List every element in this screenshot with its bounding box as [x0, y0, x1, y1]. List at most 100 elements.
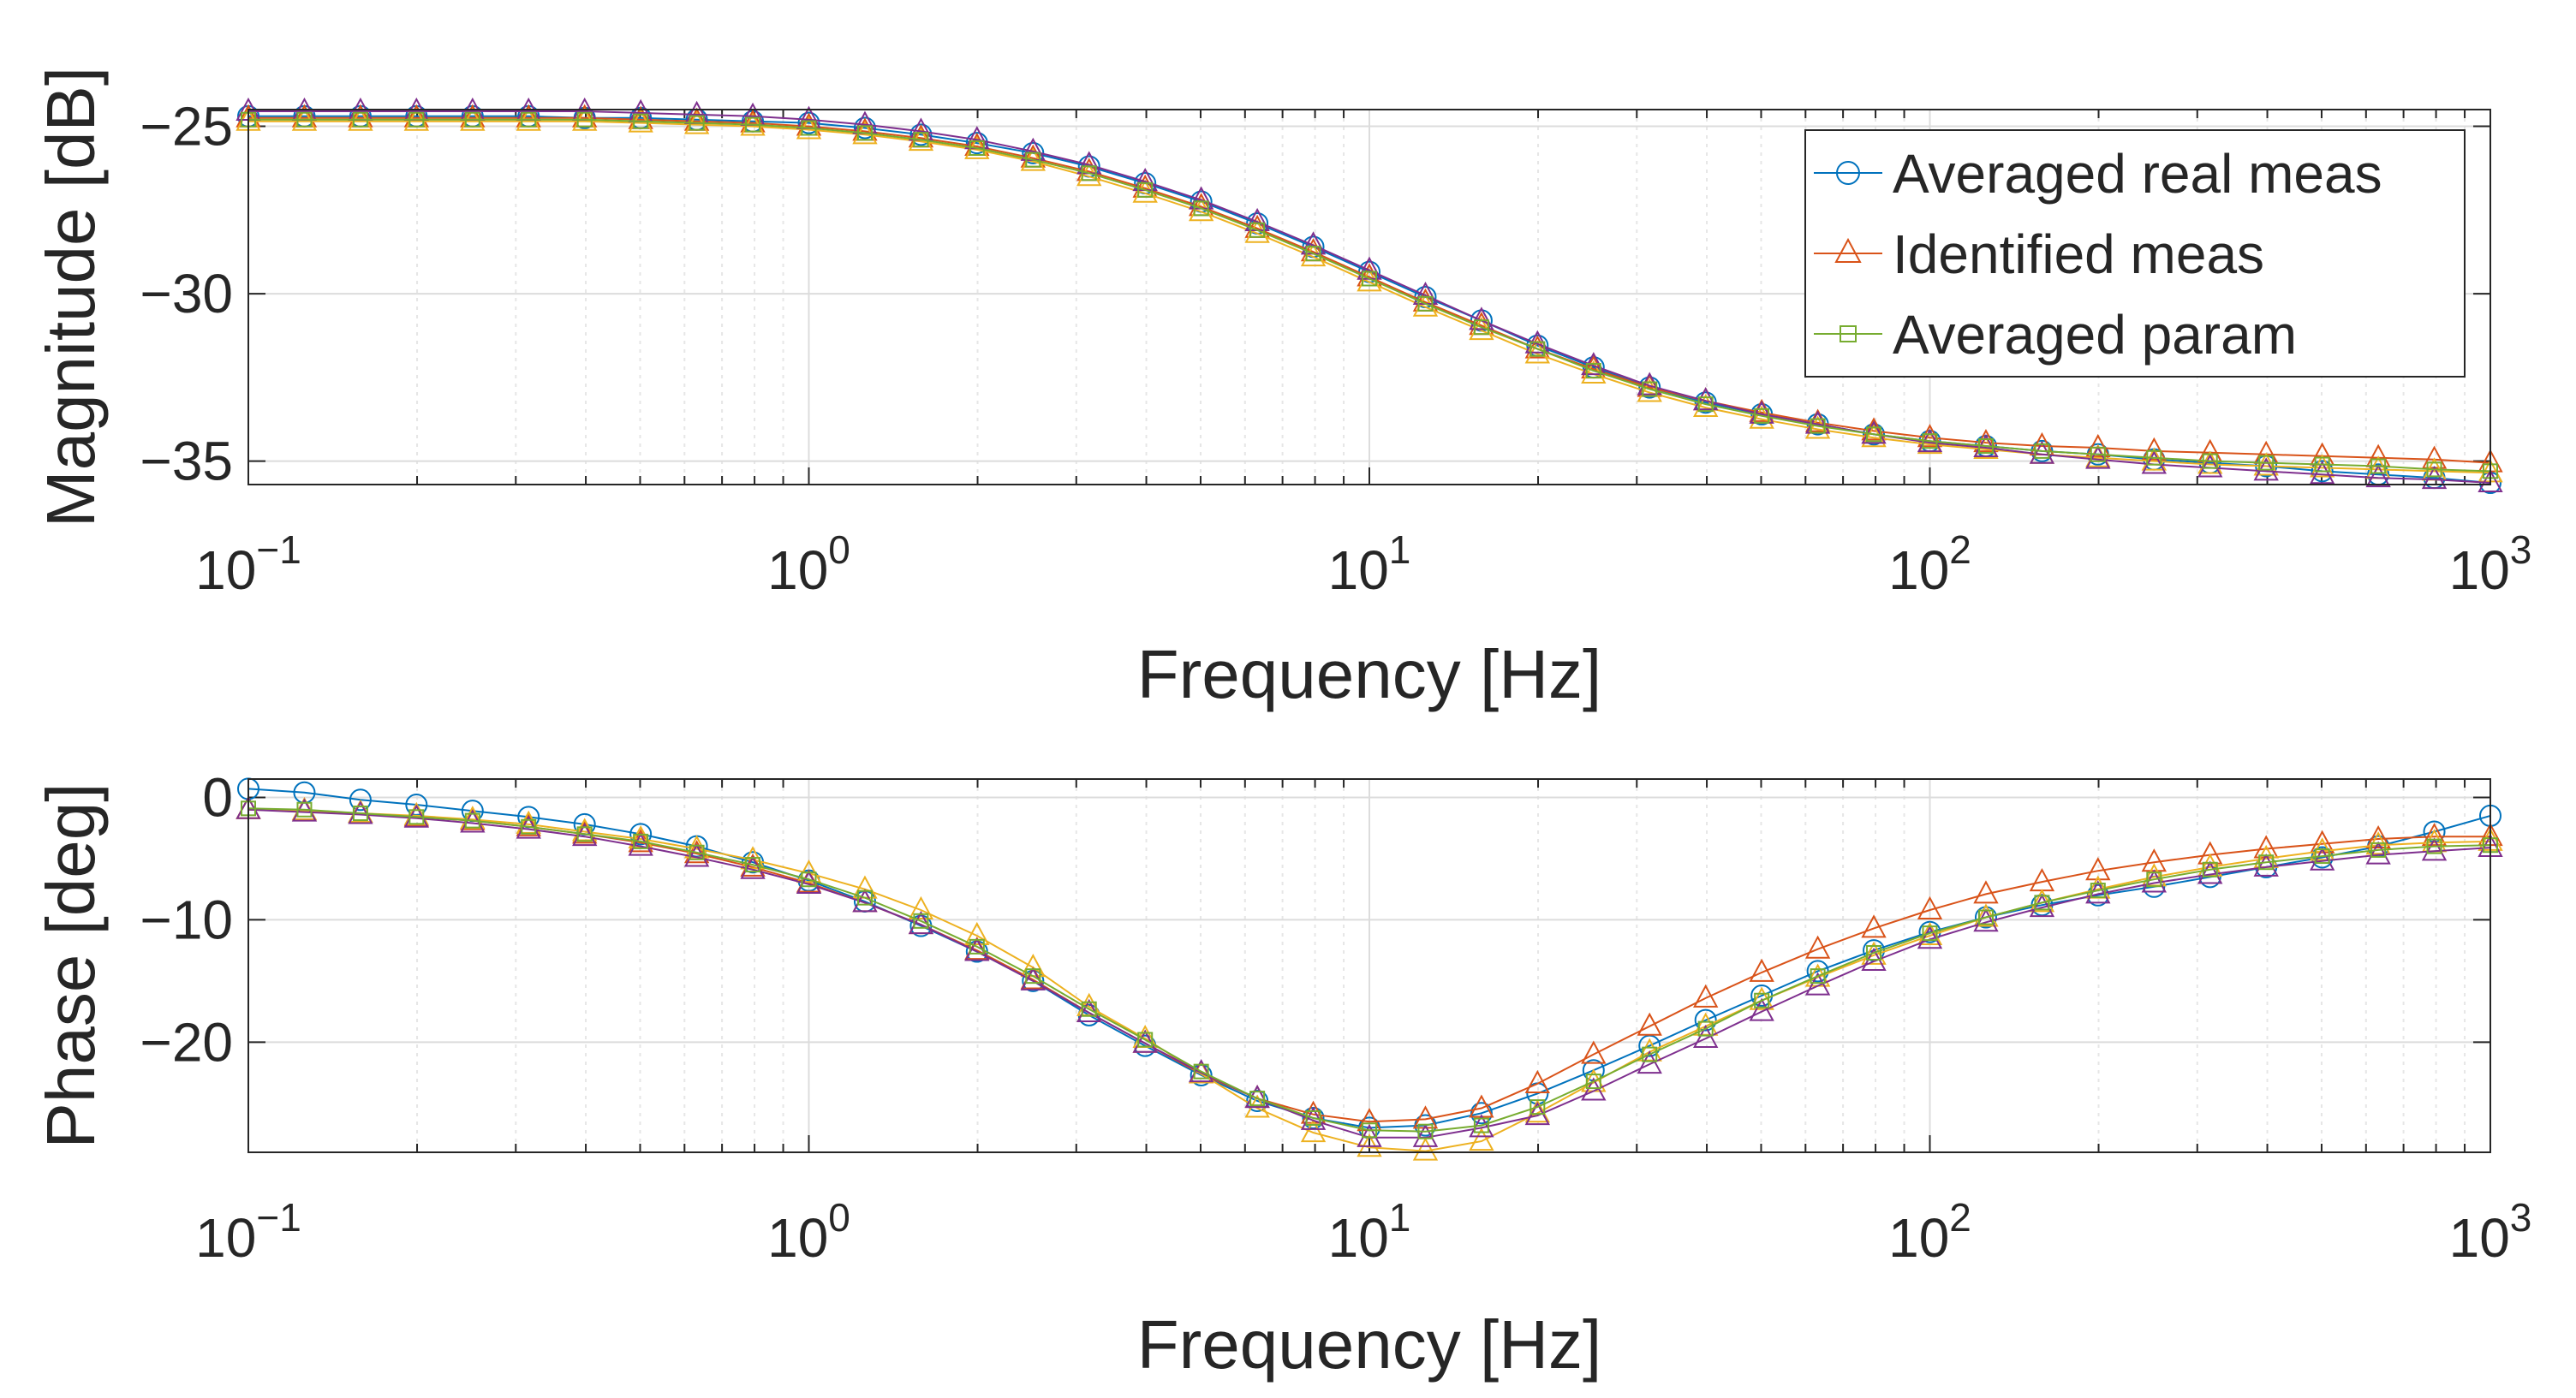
- data-point: [1305, 1109, 1321, 1126]
- x-tick-label: 100: [767, 1195, 850, 1269]
- x-tick-label: 101: [1328, 1195, 1411, 1269]
- data-point: [2197, 860, 2223, 884]
- data-point: [1249, 222, 1266, 238]
- data-point: [1917, 925, 1943, 949]
- data-point: [2141, 437, 2167, 461]
- data-point: [908, 895, 934, 919]
- axes-box: [247, 778, 2491, 1153]
- data-point: [745, 116, 761, 133]
- data-point: [1754, 408, 1770, 424]
- data-point: [1025, 152, 1041, 168]
- legend-entry: Identified meas: [1814, 223, 2264, 285]
- data-point: [1693, 984, 1719, 1008]
- data-point: [2202, 453, 2218, 469]
- data-point: [633, 113, 649, 129]
- data-point: [1697, 396, 1714, 413]
- data-point: [521, 111, 537, 128]
- data-point: [2421, 466, 2448, 490]
- series-green: [241, 111, 2498, 479]
- data-point: [796, 870, 822, 894]
- data-point: [2365, 841, 2391, 865]
- data-point: [745, 857, 761, 873]
- data-point: [1642, 1046, 1658, 1062]
- data-point: [1861, 417, 1887, 441]
- legend-marker-square: [1840, 325, 1857, 342]
- data-point: [464, 111, 480, 128]
- data-point: [2197, 454, 2223, 478]
- phase-plot: 10−1 100 101 102 103 −20 −10 0 Frequency [Hz] Pha…: [33, 766, 2531, 1383]
- data-point: [1300, 1100, 1327, 1124]
- data-point: [1300, 1119, 1327, 1143]
- legend-label: Averaged real meas: [1893, 143, 2382, 205]
- series-line: [248, 116, 2491, 464]
- data-point: [1804, 935, 1831, 959]
- y-tick-label: −20: [140, 1011, 233, 1073]
- data-point: [1530, 341, 1546, 357]
- data-point: [1749, 997, 1774, 1021]
- data-point: [2090, 883, 2106, 899]
- data-point: [1697, 1020, 1714, 1037]
- data-point: [913, 913, 929, 929]
- data-point: [2253, 853, 2279, 877]
- data-point: [633, 833, 649, 849]
- data-point: [1810, 418, 1826, 434]
- data-point: [2146, 872, 2162, 888]
- data-point: [2426, 461, 2442, 478]
- data-point: [964, 921, 990, 945]
- data-point: [1810, 968, 1826, 985]
- legend-box: [1804, 129, 2466, 378]
- y-axis-label: Magnitude [dB]: [33, 67, 109, 527]
- series-line: [248, 118, 2491, 473]
- data-point: [1637, 372, 1662, 396]
- x-axis-label: Frequency [Hz]: [1137, 1306, 1601, 1383]
- data-point: [296, 111, 313, 128]
- data-point: [796, 859, 822, 883]
- x-tick-label: 103: [2449, 1195, 2532, 1269]
- data-point: [1076, 998, 1102, 1023]
- data-point: [1861, 941, 1887, 965]
- data-point: [1081, 1001, 1097, 1017]
- series-line: [248, 120, 2491, 474]
- data-point: [1469, 1127, 1494, 1151]
- data-point: [2426, 838, 2442, 854]
- legend-label: Identified meas: [1893, 223, 2264, 285]
- data-point: [629, 823, 653, 846]
- data-point: [1973, 880, 1999, 904]
- data-point: [969, 938, 985, 955]
- legend: Averaged real meas Identified meas Avera…: [1804, 129, 2466, 378]
- data-point: [1417, 1123, 1434, 1139]
- data-point: [1973, 908, 1999, 932]
- data-point: [521, 818, 537, 835]
- series-line: [247, 788, 2491, 1129]
- data-point: [1357, 1123, 1382, 1147]
- data-point: [2085, 433, 2111, 457]
- data-point: [1188, 1058, 1214, 1083]
- data-point: [1749, 958, 1774, 982]
- data-point: [2365, 464, 2391, 488]
- data-point: [1637, 1050, 1662, 1074]
- legend-entry: Averaged param: [1814, 304, 2297, 366]
- data-point: [1412, 1137, 1439, 1161]
- y-tick-label: −30: [140, 263, 233, 324]
- data-point: [349, 788, 372, 812]
- data-point: [1866, 426, 1882, 443]
- data-point: [464, 812, 480, 829]
- data-point: [1193, 1063, 1209, 1080]
- data-point: [1412, 1105, 1439, 1129]
- data-point: [2029, 440, 2055, 464]
- data-point: [1581, 1040, 1607, 1064]
- series-line: [247, 808, 2491, 1152]
- data-point: [2034, 895, 2050, 911]
- legend-label: Averaged param: [1893, 304, 2297, 366]
- data-point: [2146, 449, 2162, 466]
- x-tick-label: 102: [1888, 527, 1971, 601]
- data-point: [1412, 1123, 1439, 1147]
- data-point: [1973, 429, 1999, 453]
- data-point: [1473, 319, 1489, 336]
- data-point: [2141, 447, 2167, 471]
- data-point: [856, 125, 873, 141]
- legend-entry: Averaged real meas: [1814, 143, 2382, 205]
- data-point: [1866, 944, 1882, 961]
- data-point: [1861, 914, 1887, 938]
- data-point: [1922, 925, 1938, 942]
